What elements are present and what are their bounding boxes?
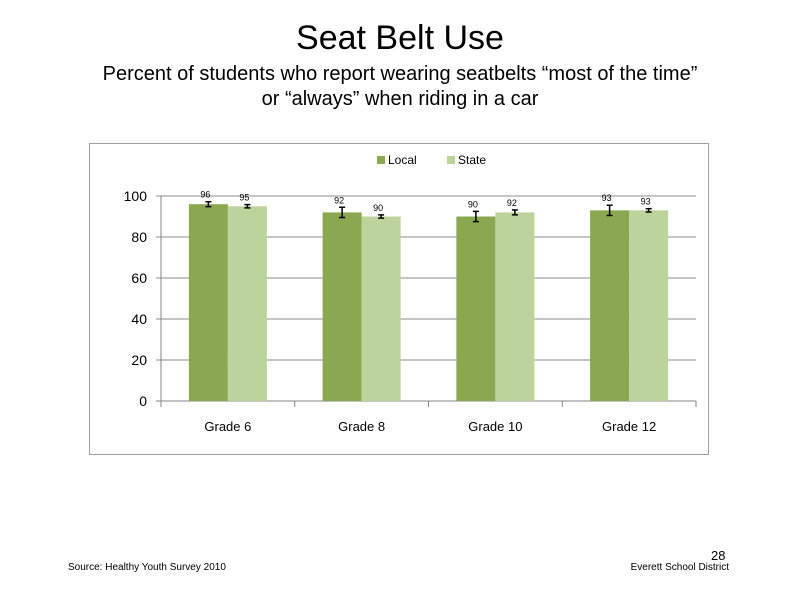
bar-local xyxy=(188,204,228,401)
x-tick-label: Grade 6 xyxy=(204,419,251,434)
y-tick-label: 100 xyxy=(124,188,148,204)
data-label: 92 xyxy=(334,195,344,205)
legend-label-local: Local xyxy=(388,153,417,167)
bar-state xyxy=(227,206,267,401)
bar-chart: 0 20 40 60 80 100 96 95 Grade 6 92 90 Grade 8 90 92 Gr… xyxy=(124,153,697,434)
data-label: 90 xyxy=(468,199,478,209)
data-label: 93 xyxy=(641,197,651,207)
chart-area: 0 20 40 60 80 100 96 95 Grade 6 92 90 Grade 8 90 92 Gr… xyxy=(89,143,709,455)
organization-name: Everett School District xyxy=(630,562,729,573)
bar-state xyxy=(361,216,401,401)
y-tick-label: 80 xyxy=(131,229,147,245)
data-label: 96 xyxy=(200,190,210,200)
source-note: Source: Healthy Youth Survey 2010 xyxy=(68,562,226,573)
data-label: 90 xyxy=(373,203,383,213)
data-label: 92 xyxy=(507,198,517,208)
bar-local xyxy=(322,212,362,401)
x-tick-label: Grade 8 xyxy=(338,419,385,434)
y-tick-label: 60 xyxy=(131,270,147,286)
bar-state xyxy=(495,212,535,401)
slide-subtitle: Percent of students who report wearing s… xyxy=(40,62,760,112)
bar-local xyxy=(456,216,496,401)
data-label: 93 xyxy=(602,193,612,203)
page-number: 28 xyxy=(711,548,726,563)
x-tick-label: Grade 10 xyxy=(468,419,522,434)
y-tick-label: 0 xyxy=(139,393,147,409)
bar-state xyxy=(629,210,669,401)
x-tick-label: Grade 12 xyxy=(602,419,656,434)
y-tick-label: 20 xyxy=(131,352,147,368)
subtitle-line-1: Percent of students who report wearing s… xyxy=(102,63,698,85)
legend-swatch-state xyxy=(447,156,455,164)
subtitle-line-2: or “always” when riding in a car xyxy=(261,88,539,110)
legend-label-state: State xyxy=(458,153,486,167)
y-tick-label: 40 xyxy=(131,311,147,327)
bar-local xyxy=(590,210,630,401)
slide-title: Seat Belt Use xyxy=(296,19,504,57)
legend-swatch-local xyxy=(377,156,385,164)
data-label: 95 xyxy=(239,193,249,203)
